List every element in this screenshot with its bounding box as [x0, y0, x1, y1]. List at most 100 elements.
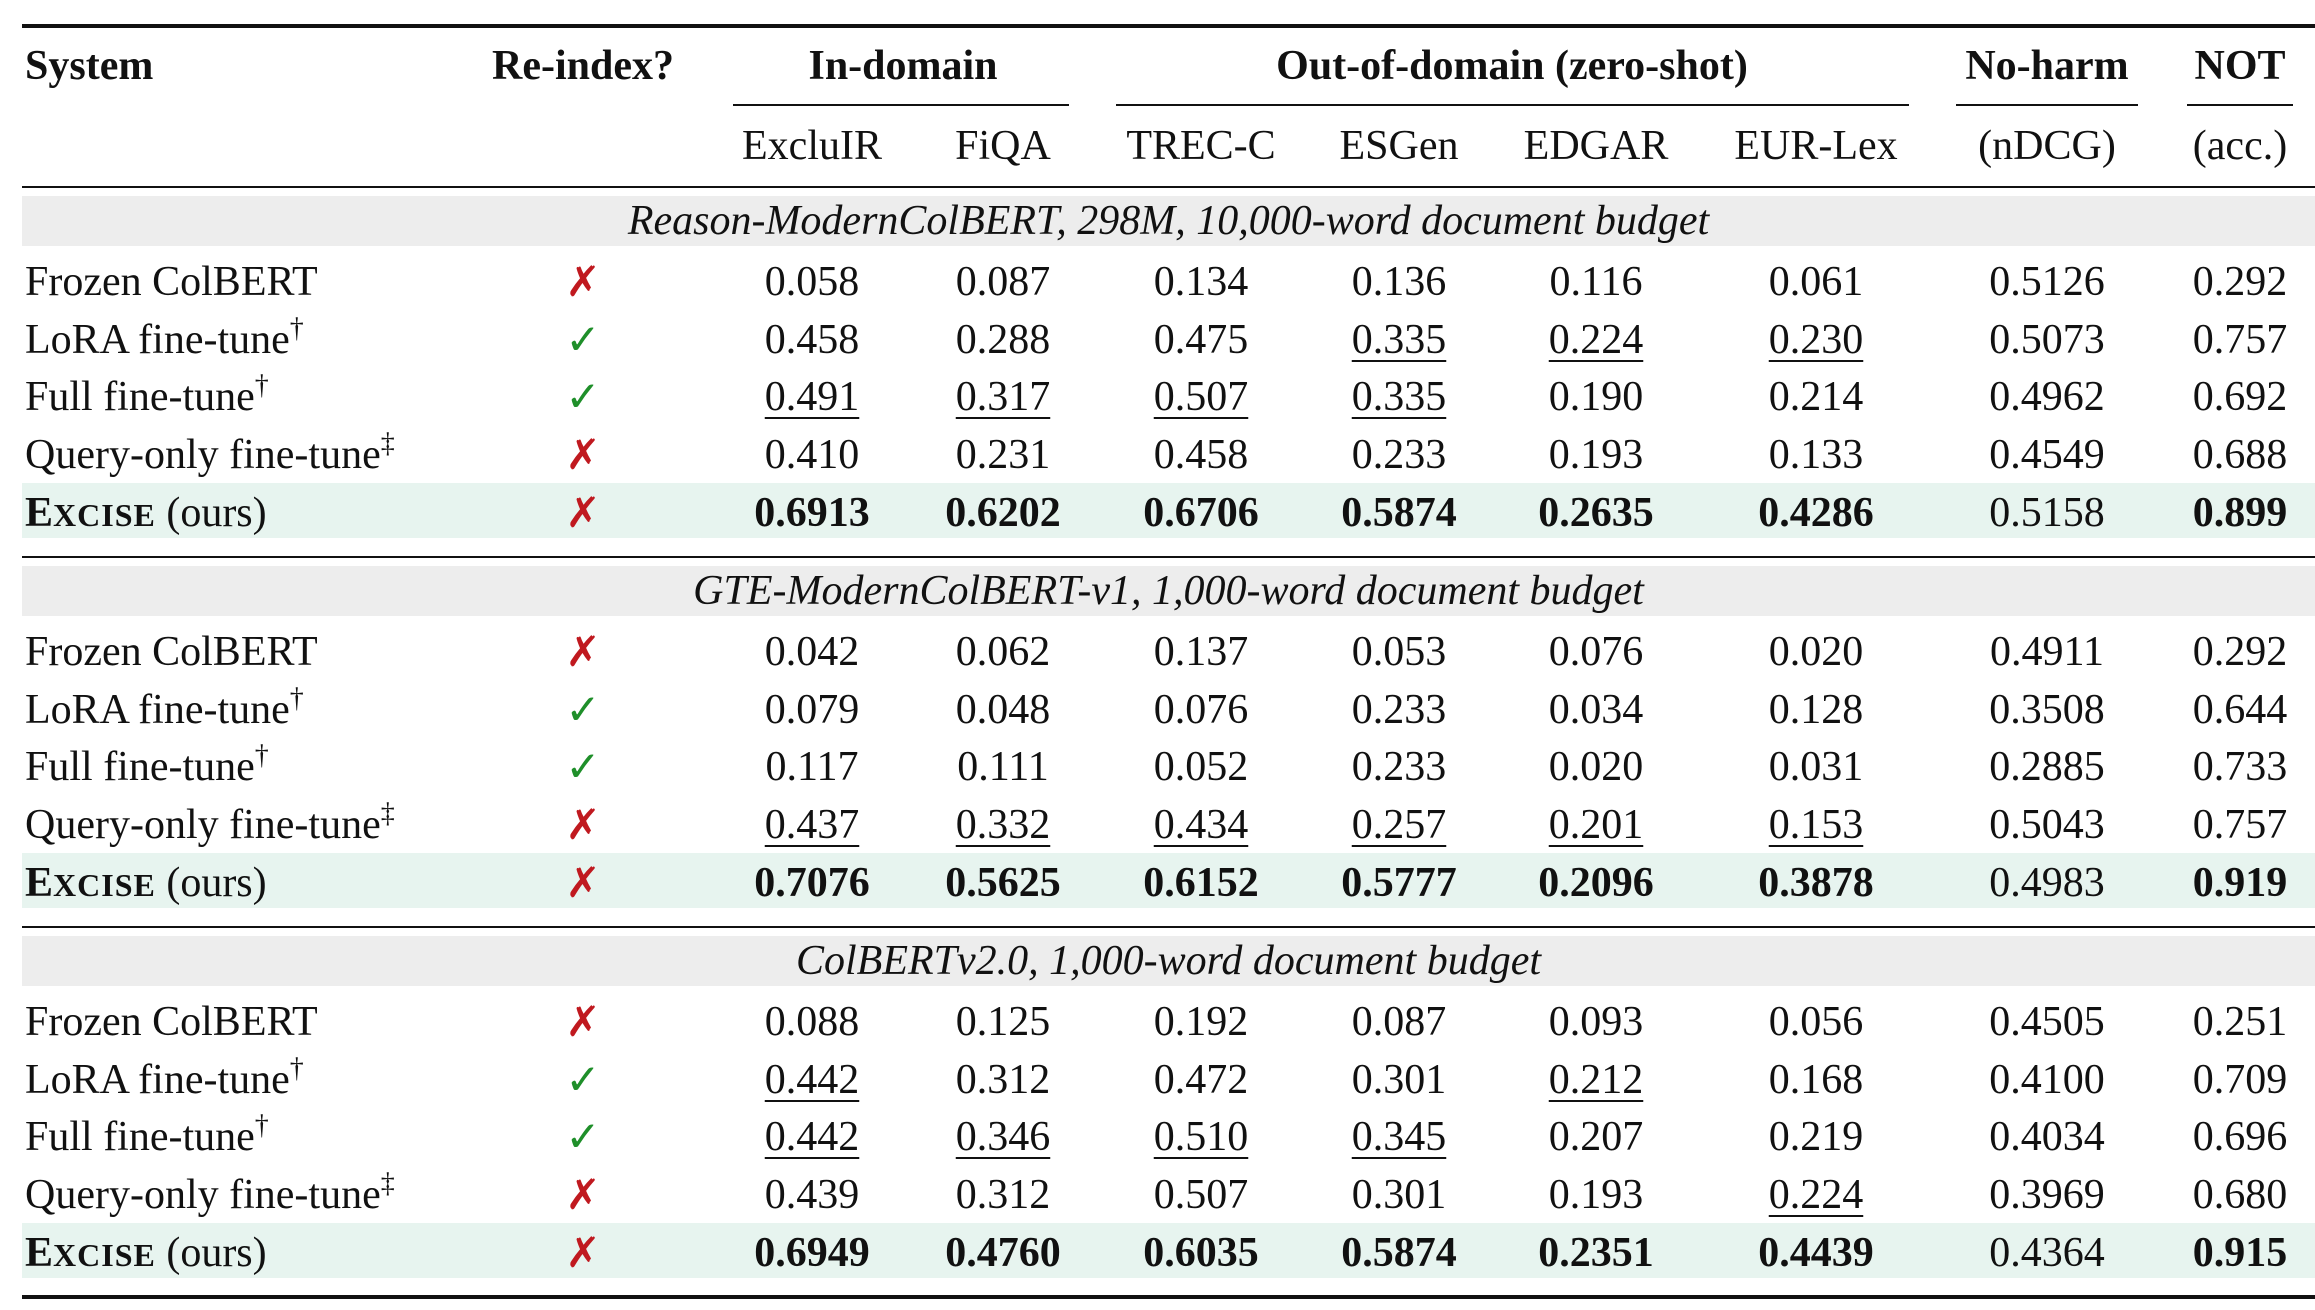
- table-cell: 0.116: [1549, 259, 1643, 305]
- table-cell: 0.919: [2192, 859, 2288, 906]
- table-cell: 0.312: [955, 1056, 1051, 1103]
- table-cell: 0.4100: [1989, 1056, 2105, 1103]
- table-cell: 0.6035: [1143, 1229, 1259, 1276]
- table-cell: 0.4364: [1989, 1229, 2105, 1276]
- table-cell: 0.4962: [1989, 374, 2105, 421]
- table-cell: 0.312: [955, 1172, 1051, 1219]
- table-cell: 0.345: [1351, 1114, 1447, 1161]
- table-cell: 0.020: [1548, 744, 1644, 791]
- header-reindex: Re-index?: [492, 43, 674, 89]
- table-cell: 0.301: [1351, 1172, 1447, 1219]
- table-cell: 0.475: [1153, 316, 1249, 363]
- header-in-domain: In-domain: [808, 43, 998, 89]
- cmidrule-no-harm: [1956, 104, 2138, 106]
- table-cell: 0.458: [764, 316, 860, 363]
- group-header-band: [22, 566, 2315, 616]
- system-name: Full fine-tune†: [25, 740, 269, 791]
- table-cell: 0.5043: [1989, 802, 2105, 849]
- subheader-ndcg: (nDCG): [1978, 123, 2116, 169]
- table-cell: 0.4505: [1989, 999, 2105, 1045]
- table-cell: 0.061: [1768, 259, 1864, 305]
- table-cell: 0.688: [2192, 432, 2288, 479]
- table-cell: 0.230: [1768, 316, 1864, 363]
- table-cell: 0.733: [2192, 744, 2288, 791]
- cross-icon: ✗: [565, 627, 601, 676]
- table-cell: 0.034: [1548, 686, 1644, 733]
- table-cell: 0.5874: [1341, 1229, 1457, 1276]
- table-cell: 0.335: [1351, 316, 1447, 363]
- group-title: ColBERTv2.0, 1,000-word document budget: [795, 938, 1542, 984]
- table-cell: 0.692: [2192, 374, 2288, 421]
- table-cell: 0.2351: [1538, 1229, 1654, 1276]
- table-cell: 0.224: [1768, 1172, 1864, 1219]
- table-cell: 0.212: [1548, 1056, 1644, 1103]
- table-cell: 0.3508: [1989, 686, 2105, 733]
- table-cell: 0.346: [955, 1114, 1051, 1161]
- table-cell: 0.052: [1153, 744, 1249, 791]
- table-cell: 0.257: [1351, 802, 1447, 849]
- table-cell: 0.207: [1548, 1114, 1644, 1161]
- cross-icon: ✗: [565, 430, 601, 480]
- subheader-eur-lex: EUR-Lex: [1734, 123, 1898, 169]
- header-no-harm: No-harm: [1965, 43, 2129, 89]
- table-cell: 0.137: [1153, 629, 1249, 675]
- table-cell: 0.117: [765, 744, 859, 791]
- table-cell: 0.053: [1351, 629, 1447, 675]
- cmidrule-in-domain: [733, 104, 1069, 106]
- table-cell: 0.410: [764, 432, 860, 479]
- check-icon: ✓: [565, 1112, 601, 1162]
- table-cell: 0.233: [1351, 744, 1447, 791]
- cmidrule-not: [2187, 104, 2293, 106]
- table-cell: 0.491: [764, 374, 860, 421]
- table-cell: 0.190: [1548, 374, 1644, 421]
- table-cell: 0.087: [1351, 999, 1447, 1045]
- group-divider-rule: [22, 556, 2315, 558]
- table-cell: 0.020: [1768, 629, 1864, 675]
- header-out-of-domain: Out-of-domain (zero-shot): [1276, 43, 1748, 89]
- table-cell: 0.5625: [945, 859, 1061, 906]
- table-cell: 0.079: [764, 686, 860, 733]
- table-cell: 0.507: [1153, 1172, 1249, 1219]
- check-icon: ✓: [565, 1054, 601, 1104]
- table-cell: 0.709: [2192, 1056, 2288, 1103]
- system-name: LoRA fine-tune†: [25, 1052, 304, 1103]
- system-name: Full fine-tune†: [25, 370, 269, 421]
- table-cell: 0.125: [955, 999, 1051, 1045]
- table-cell: 0.4286: [1758, 489, 1874, 536]
- system-name: Frozen ColBERT: [25, 629, 318, 675]
- table-cell: 0.058: [764, 259, 860, 305]
- check-icon: ✓: [565, 742, 601, 792]
- system-name: Frozen ColBERT: [25, 999, 318, 1045]
- table-cell: 0.644: [2192, 686, 2288, 733]
- group-title: Reason-ModernColBERT, 298M, 10,000-word …: [627, 198, 1710, 244]
- subheader-edgar: EDGAR: [1523, 123, 1669, 169]
- bottom-rule: [22, 1295, 2315, 1299]
- table-cell: 0.2635: [1538, 489, 1654, 536]
- system-name-ours: EXCISE (ours): [25, 859, 267, 906]
- table-cell: 0.062: [955, 629, 1051, 675]
- table-cell: 0.4034: [1989, 1114, 2105, 1161]
- table-cell: 0.6913: [754, 489, 870, 536]
- table-cell: 0.128: [1768, 686, 1864, 733]
- table-cell: 0.088: [764, 999, 860, 1045]
- table-cell: 0.2885: [1989, 744, 2105, 791]
- cross-icon: ✗: [565, 857, 601, 907]
- system-name: LoRA fine-tune†: [25, 682, 304, 733]
- table-cell: 0.899: [2192, 489, 2288, 536]
- table-cell: 0.5126: [1989, 259, 2105, 305]
- system-name: Full fine-tune†: [25, 1110, 269, 1161]
- cross-icon: ✗: [565, 487, 601, 537]
- subheader-acc: (acc.): [2192, 123, 2288, 169]
- table-cell: 0.133: [1768, 432, 1864, 479]
- subheader-esgen: ESGen: [1339, 123, 1459, 169]
- system-name: LoRA fine-tune†: [25, 312, 304, 363]
- header-not: NOT: [2194, 43, 2286, 89]
- table-cell: 0.219: [1768, 1114, 1864, 1161]
- table-cell: 0.472: [1153, 1056, 1249, 1103]
- system-name: Query-only fine-tune‡: [25, 428, 395, 479]
- table-cell: 0.437: [764, 802, 860, 849]
- table-cell: 0.757: [2192, 316, 2288, 363]
- system-name: Frozen ColBERT: [25, 259, 318, 305]
- table-cell: 0.2096: [1538, 859, 1654, 906]
- table-cell: 0.696: [2192, 1114, 2288, 1161]
